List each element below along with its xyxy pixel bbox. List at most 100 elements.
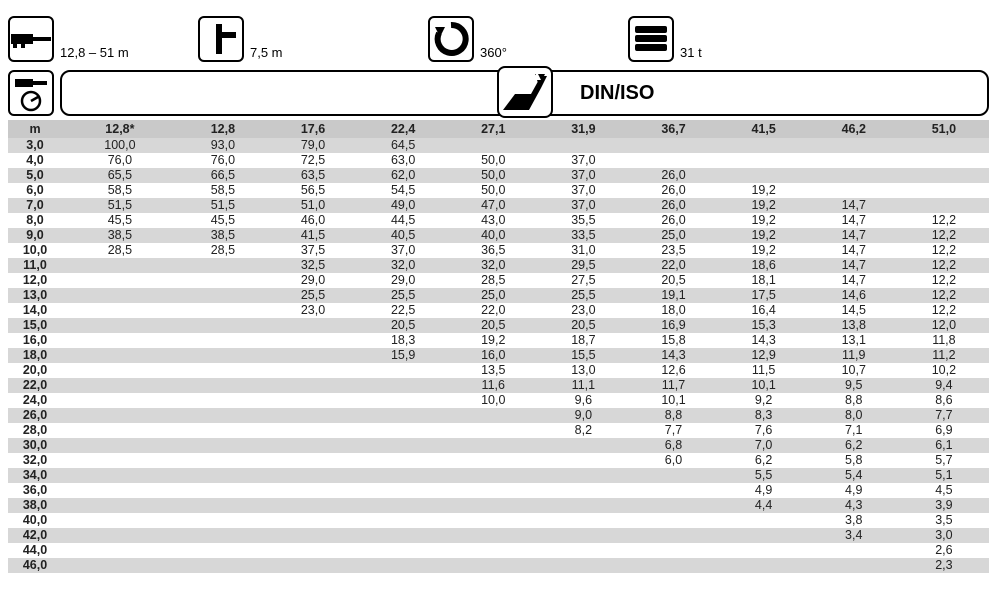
outrigger-group: 7,5 m bbox=[198, 16, 428, 62]
cell: 41,5 bbox=[268, 228, 358, 243]
cell bbox=[268, 333, 358, 348]
table-row: 18,015,916,015,514,312,911,911,2 bbox=[8, 348, 989, 363]
cell: 16,4 bbox=[719, 303, 809, 318]
cell bbox=[538, 438, 628, 453]
cell: 12,2 bbox=[899, 228, 989, 243]
cell: 54,5 bbox=[358, 183, 448, 198]
table-row: 40,03,83,5 bbox=[8, 513, 989, 528]
cell bbox=[809, 168, 899, 183]
cell: 62,0 bbox=[358, 168, 448, 183]
col-header: 27,1 bbox=[448, 120, 538, 138]
cell: 17,5 bbox=[719, 288, 809, 303]
cell bbox=[809, 183, 899, 198]
cell: 15,5 bbox=[538, 348, 628, 363]
table-row: 42,03,43,0 bbox=[8, 528, 989, 543]
cell bbox=[178, 483, 268, 498]
row-radius: 5,0 bbox=[8, 168, 62, 183]
cell bbox=[358, 543, 448, 558]
cell: 4,9 bbox=[809, 483, 899, 498]
cell: 9,2 bbox=[719, 393, 809, 408]
cell: 100,0 bbox=[62, 138, 178, 153]
cell: 15,9 bbox=[358, 348, 448, 363]
cell: 56,5 bbox=[268, 183, 358, 198]
cell: 5,4 bbox=[809, 468, 899, 483]
cell bbox=[268, 483, 358, 498]
cell bbox=[719, 168, 809, 183]
cell: 10,2 bbox=[899, 363, 989, 378]
cell: 6,0 bbox=[628, 453, 718, 468]
cell: 72,5 bbox=[268, 153, 358, 168]
cell bbox=[628, 513, 718, 528]
cell bbox=[62, 528, 178, 543]
cell: 8,8 bbox=[809, 393, 899, 408]
cell bbox=[628, 468, 718, 483]
cell bbox=[268, 408, 358, 423]
cell: 14,7 bbox=[809, 258, 899, 273]
cell: 10,7 bbox=[809, 363, 899, 378]
cell: 3,4 bbox=[809, 528, 899, 543]
cell: 12,6 bbox=[628, 363, 718, 378]
cell: 26,0 bbox=[628, 198, 718, 213]
row-radius: 14,0 bbox=[8, 303, 62, 318]
cell: 25,0 bbox=[448, 288, 538, 303]
row-radius: 16,0 bbox=[8, 333, 62, 348]
cell: 14,3 bbox=[628, 348, 718, 363]
cell bbox=[538, 558, 628, 573]
cell: 45,5 bbox=[178, 213, 268, 228]
cell: 19,2 bbox=[719, 213, 809, 228]
row-radius: 36,0 bbox=[8, 483, 62, 498]
row-radius: 40,0 bbox=[8, 513, 62, 528]
load-table-wrapper: m12,8*12,817,622,427,131,936,741,546,251… bbox=[0, 120, 997, 581]
cell: 23,0 bbox=[538, 303, 628, 318]
cell bbox=[178, 543, 268, 558]
cell bbox=[448, 468, 538, 483]
cell: 28,5 bbox=[178, 243, 268, 258]
cell: 19,2 bbox=[719, 228, 809, 243]
cell: 3,0 bbox=[899, 528, 989, 543]
cell bbox=[268, 453, 358, 468]
cell: 13,1 bbox=[809, 333, 899, 348]
col-header: 12,8 bbox=[178, 120, 268, 138]
boom-icon bbox=[8, 16, 54, 62]
cell: 25,5 bbox=[358, 288, 448, 303]
cell bbox=[62, 498, 178, 513]
counterweight-group: 31 t bbox=[628, 16, 828, 62]
cell: 4,3 bbox=[809, 498, 899, 513]
cell bbox=[538, 453, 628, 468]
cell: 47,0 bbox=[448, 198, 538, 213]
cell bbox=[358, 498, 448, 513]
table-row: 8,045,545,546,044,543,035,526,019,214,71… bbox=[8, 213, 989, 228]
cell bbox=[448, 138, 538, 153]
table-row: 30,06,87,06,26,1 bbox=[8, 438, 989, 453]
cell: 10,1 bbox=[719, 378, 809, 393]
cell: 6,9 bbox=[899, 423, 989, 438]
cell: 8,0 bbox=[809, 408, 899, 423]
cell bbox=[809, 138, 899, 153]
cell bbox=[358, 483, 448, 498]
cell: 11,6 bbox=[448, 378, 538, 393]
table-row: 12,029,029,028,527,520,518,114,712,2 bbox=[8, 273, 989, 288]
cell bbox=[719, 513, 809, 528]
cell bbox=[178, 558, 268, 573]
cell: 18,6 bbox=[719, 258, 809, 273]
cell: 12,2 bbox=[899, 243, 989, 258]
cell: 4,4 bbox=[719, 498, 809, 513]
cell bbox=[268, 423, 358, 438]
cell: 9,0 bbox=[538, 408, 628, 423]
cell bbox=[719, 138, 809, 153]
cell bbox=[62, 378, 178, 393]
cell: 14,7 bbox=[809, 213, 899, 228]
cell: 51,5 bbox=[178, 198, 268, 213]
cell bbox=[628, 528, 718, 543]
cell bbox=[62, 408, 178, 423]
cell bbox=[358, 558, 448, 573]
cell: 19,2 bbox=[448, 333, 538, 348]
cell: 16,9 bbox=[628, 318, 718, 333]
cell bbox=[62, 453, 178, 468]
cell: 25,5 bbox=[538, 288, 628, 303]
cell: 11,1 bbox=[538, 378, 628, 393]
table-row: 46,02,3 bbox=[8, 558, 989, 573]
col-header: 17,6 bbox=[268, 120, 358, 138]
cell: 19,2 bbox=[719, 243, 809, 258]
cell bbox=[719, 558, 809, 573]
